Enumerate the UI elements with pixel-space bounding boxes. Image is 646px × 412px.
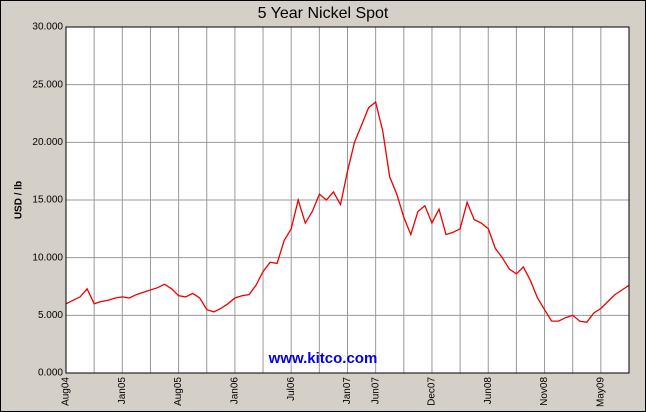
y-tick-label: 20.000 [32,137,63,148]
y-tick-label: 5.000 [38,310,63,321]
price-line [65,100,630,324]
layer: 0.000 5.000 10.000 15.000 20.000 25.000 30.000… [32,22,630,407]
x-tick-label: Nov08 [539,377,550,406]
y-tick-label: 25.000 [32,79,63,90]
x-tick-label: Jun07 [370,377,381,405]
y-tick-label: 15.000 [32,195,63,206]
y-tick-label: 30.000 [32,22,63,33]
annotation: www.kitco.com [268,350,378,367]
x-tick-label: Jan05 [117,377,128,405]
x-tick-label: Jul06 [286,377,297,401]
x-tick-label: Jan07 [342,377,353,405]
x-tick-label: May09 [595,377,606,407]
plot-border [65,26,630,374]
y-tick-label: 10.000 [32,252,63,263]
y-tick-label: 0.000 [38,368,63,379]
x-tick-label: Aug05 [173,377,184,406]
y-axis-label: USD / lb [14,181,25,219]
x-tick-label: Jan06 [230,377,241,405]
x-tick-label: Jun08 [483,377,494,405]
chart-title: 5 Year Nickel Spot [258,5,389,22]
x-tick-label: Dec07 [427,377,438,406]
x-tick-label: Aug04 [61,377,72,406]
